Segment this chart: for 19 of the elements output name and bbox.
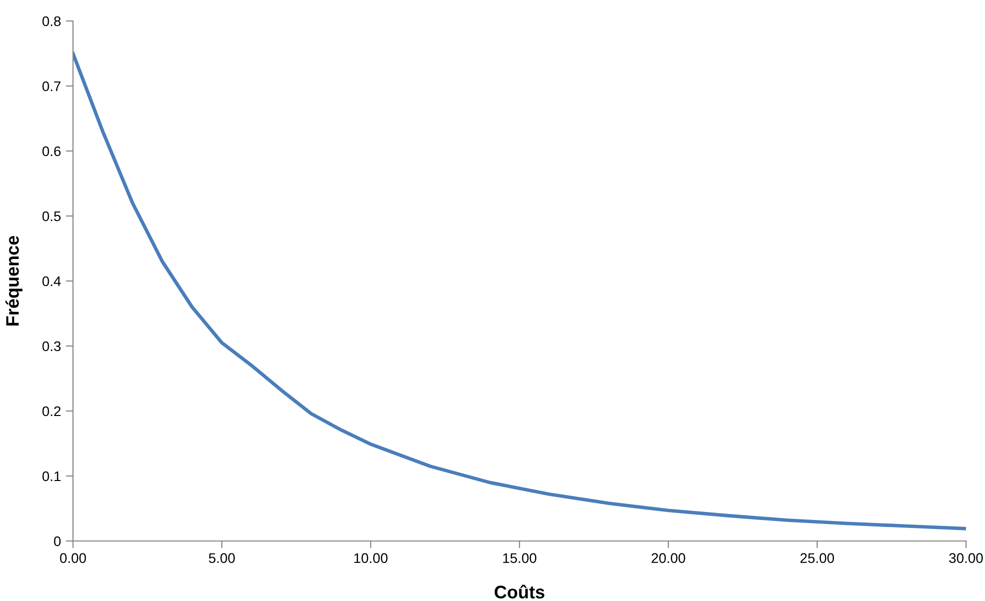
x-tick-label: 25.00 <box>800 553 834 564</box>
y-tick-label: 0.6 <box>42 146 61 156</box>
y-tick-label: 0.2 <box>42 406 60 416</box>
x-tick-label: 30.00 <box>949 553 983 564</box>
y-tick-label: 0.3 <box>42 341 61 352</box>
y-tick-label: 0 <box>54 536 61 546</box>
x-tick-label: 0.00 <box>60 553 86 564</box>
x-tick-label: 10.00 <box>354 553 388 564</box>
line-series <box>73 52 966 530</box>
y-axis-title: Fréquence <box>5 236 22 326</box>
x-tick-label: 15.00 <box>503 553 536 564</box>
x-tick-label: 5.00 <box>208 553 235 564</box>
y-tick-label: 0.7 <box>42 81 60 92</box>
y-tick-label: 0.1 <box>42 471 61 482</box>
y-tick-label: 0.4 <box>42 276 61 286</box>
x-axis-title: Coûts <box>494 584 544 598</box>
x-tick-label: 20.00 <box>652 553 686 564</box>
y-tick-label: 0.8 <box>42 16 61 26</box>
y-tick-label: 0.5 <box>42 211 61 222</box>
